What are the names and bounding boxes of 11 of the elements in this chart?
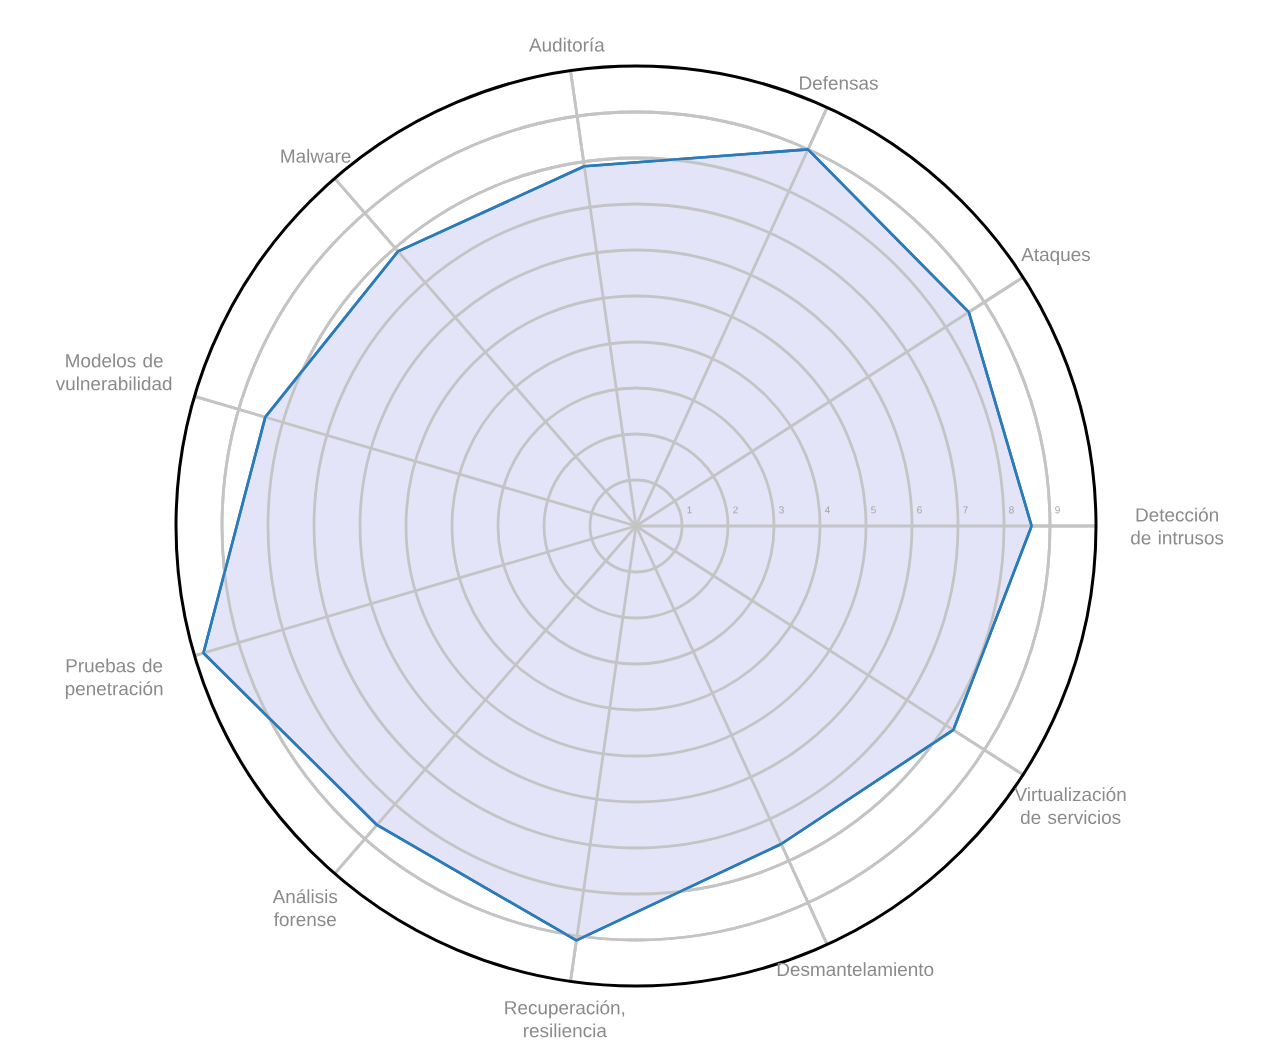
spoke-label: Auditoría [528,37,605,52]
spoke-label: Modelos de vulnerabilidad [55,353,172,391]
spoke-label: Malware [281,148,351,163]
spoke-label: Virtualización de servicios [1014,787,1126,825]
spoke-label: Ataques [1021,247,1090,265]
spoke-label: Detección de intrusos [1131,507,1224,545]
spoke-label: Pruebas de penetración [65,658,163,700]
spoke-label: Desmantelamiento [777,962,934,977]
spoke-label: Defensas [800,75,878,90]
spoke-label: Recuperación, resiliencia [505,1000,625,1038]
spoke-label: Análisis forense [272,889,338,927]
